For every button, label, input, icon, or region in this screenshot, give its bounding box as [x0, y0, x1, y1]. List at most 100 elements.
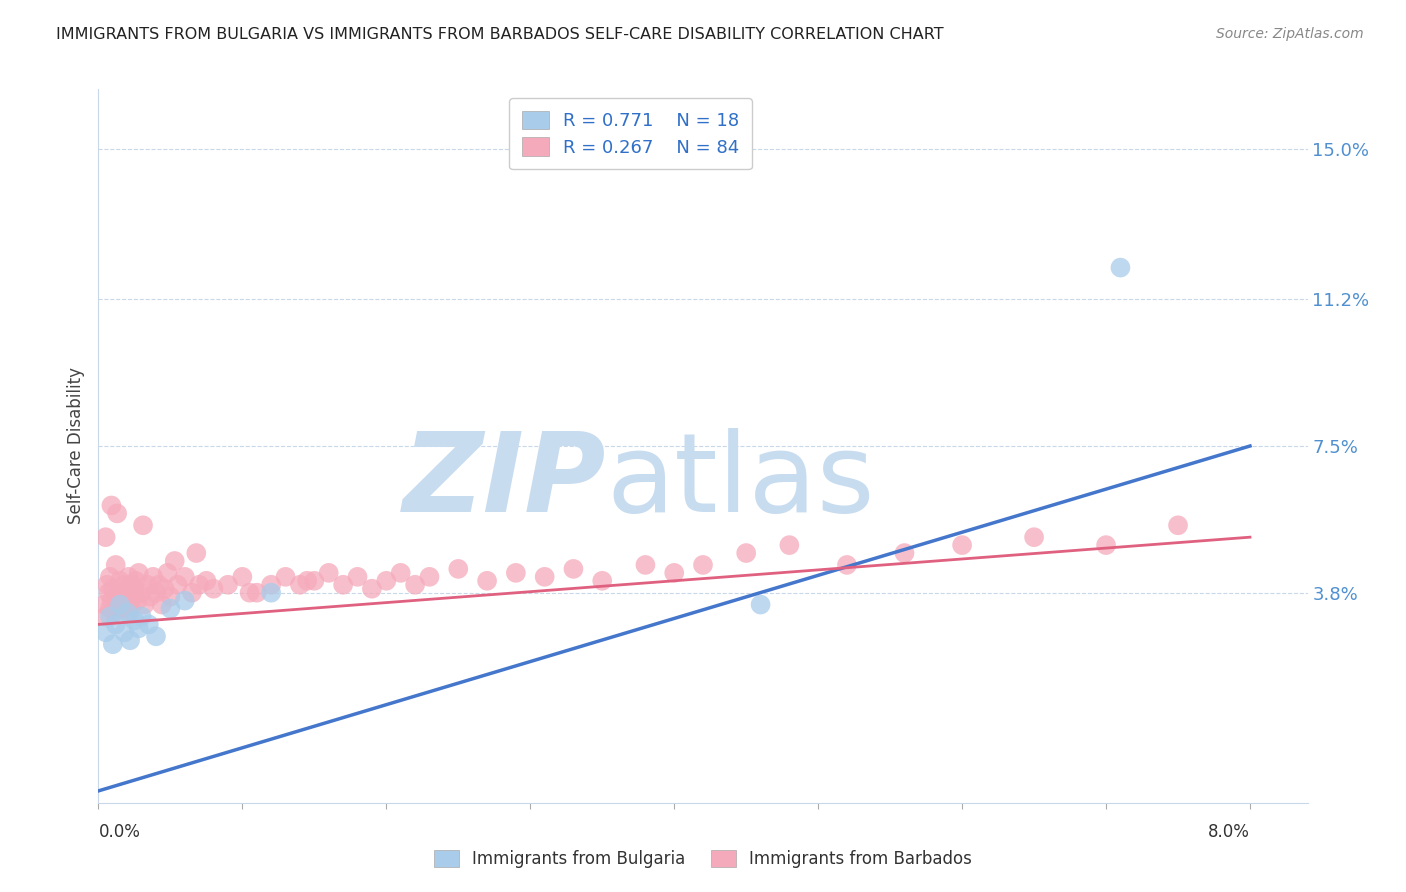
Point: [131, 585, 153, 599]
Point: [505, 566, 527, 580]
Point: [128, 566, 150, 580]
Point: [111, 601, 134, 615]
Point: [246, 585, 269, 599]
Text: atlas: atlas: [606, 428, 875, 535]
Point: [295, 574, 318, 588]
Point: [145, 585, 167, 599]
Point: [120, 633, 142, 648]
Point: [145, 629, 167, 643]
Point: [217, 578, 239, 592]
Point: [153, 582, 176, 596]
Point: [115, 585, 138, 599]
Point: [138, 617, 160, 632]
Legend: Immigrants from Bulgaria, Immigrants from Barbados: Immigrants from Bulgaria, Immigrants fro…: [427, 843, 979, 875]
Point: [101, 637, 124, 651]
Point: [107, 598, 129, 612]
Point: [239, 585, 262, 599]
Point: [94, 625, 117, 640]
Point: [231, 570, 253, 584]
Point: [120, 606, 142, 620]
Point: [163, 554, 186, 568]
Text: 8.0%: 8.0%: [1208, 822, 1250, 840]
Text: 0.0%: 0.0%: [98, 822, 141, 840]
Text: IMMIGRANTS FROM BULGARIA VS IMMIGRANTS FROM BARBADOS SELF-CARE DISABILITY CORREL: IMMIGRANTS FROM BULGARIA VS IMMIGRANTS F…: [56, 27, 943, 42]
Point: [98, 609, 121, 624]
Point: [1109, 260, 1132, 275]
Point: [447, 562, 470, 576]
Point: [94, 609, 117, 624]
Point: [104, 617, 127, 632]
Point: [562, 562, 585, 576]
Point: [173, 570, 195, 584]
Point: [100, 499, 122, 513]
Point: [664, 566, 686, 580]
Legend: R = 0.771    N = 18, R = 0.267    N = 84: R = 0.771 N = 18, R = 0.267 N = 84: [509, 98, 752, 169]
Point: [202, 582, 225, 596]
Point: [96, 578, 118, 592]
Point: [304, 574, 326, 588]
Point: [93, 598, 115, 612]
Point: [104, 558, 127, 572]
Point: [835, 558, 858, 572]
Point: [893, 546, 915, 560]
Point: [118, 570, 141, 584]
Point: [148, 578, 170, 592]
Point: [950, 538, 973, 552]
Point: [124, 614, 146, 628]
Point: [260, 585, 283, 599]
Point: [389, 566, 412, 580]
Point: [749, 598, 772, 612]
Point: [195, 574, 218, 588]
Point: [136, 578, 159, 592]
Point: [778, 538, 800, 552]
Point: [105, 590, 128, 604]
Point: [346, 570, 368, 584]
Point: [156, 566, 179, 580]
Point: [101, 582, 124, 596]
Point: [139, 590, 162, 604]
Point: [159, 590, 181, 604]
Point: [112, 578, 135, 592]
Point: [1095, 538, 1118, 552]
Point: [122, 590, 145, 604]
Point: [128, 621, 150, 635]
Point: [418, 570, 440, 584]
Point: [112, 625, 135, 640]
Point: [186, 546, 208, 560]
Point: [361, 582, 384, 596]
Point: [288, 578, 311, 592]
Point: [404, 578, 426, 592]
Y-axis label: Self-Care Disability: Self-Care Disability: [66, 368, 84, 524]
Point: [533, 570, 555, 584]
Point: [332, 578, 354, 592]
Point: [115, 606, 138, 620]
Point: [98, 601, 121, 615]
Point: [108, 598, 131, 612]
Text: ZIP: ZIP: [402, 428, 606, 535]
Point: [125, 574, 148, 588]
Point: [181, 585, 204, 599]
Point: [97, 585, 120, 599]
Point: [1022, 530, 1045, 544]
Point: [274, 570, 297, 584]
Point: [132, 518, 155, 533]
Point: [114, 593, 136, 607]
Point: [188, 578, 211, 592]
Point: [634, 558, 657, 572]
Point: [121, 578, 143, 592]
Point: [173, 593, 195, 607]
Point: [110, 585, 132, 599]
Point: [127, 593, 149, 607]
Point: [94, 530, 117, 544]
Point: [166, 578, 188, 592]
Point: [692, 558, 714, 572]
Point: [105, 507, 128, 521]
Point: [108, 574, 131, 588]
Point: [260, 578, 283, 592]
Point: [100, 593, 122, 607]
Point: [124, 582, 146, 596]
Point: [142, 570, 165, 584]
Point: [131, 609, 153, 624]
Point: [120, 598, 142, 612]
Point: [134, 598, 156, 612]
